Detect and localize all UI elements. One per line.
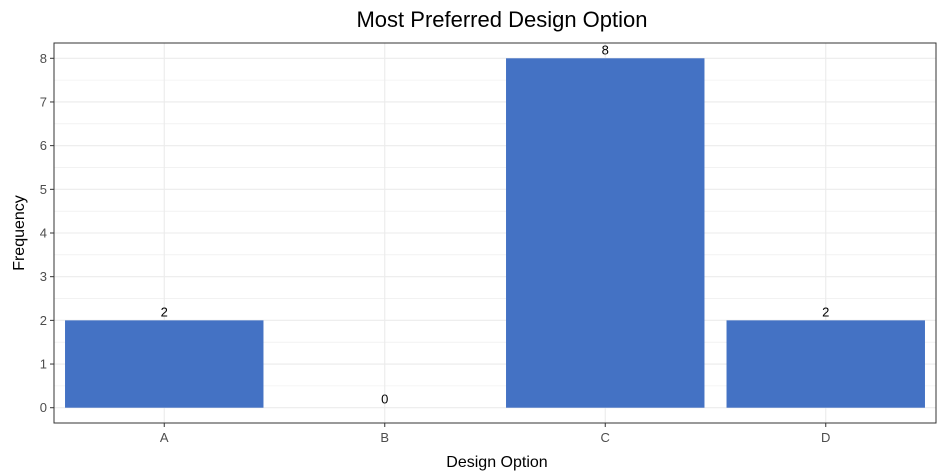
y-tick-label: 7 xyxy=(40,94,47,109)
y-tick-label: 0 xyxy=(40,400,47,415)
y-axis-title: Frequency xyxy=(11,195,28,271)
x-tick-label-c: C xyxy=(601,430,610,445)
y-tick-label: 3 xyxy=(40,269,47,284)
x-tick-label-b: B xyxy=(380,430,389,445)
y-tick-label: 4 xyxy=(40,226,47,241)
data-label-c: 8 xyxy=(602,42,609,57)
y-tick-label: 5 xyxy=(40,182,47,197)
y-tick-label: 1 xyxy=(40,357,47,372)
data-label-d: 2 xyxy=(822,304,829,319)
y-tick-label: 2 xyxy=(40,313,47,328)
data-label-a: 2 xyxy=(161,304,168,319)
x-axis-ticks: A B C D xyxy=(160,423,830,445)
y-tick-label: 6 xyxy=(40,138,47,153)
x-tick-label-a: A xyxy=(160,430,169,445)
bar-d xyxy=(726,320,925,408)
x-tick-label-d: D xyxy=(821,430,830,445)
y-axis-ticks: 0 1 2 3 4 5 6 7 8 xyxy=(40,51,54,415)
x-axis-title: Design Option xyxy=(446,454,547,471)
y-tick-label: 8 xyxy=(40,51,47,66)
data-label-b: 0 xyxy=(381,392,388,407)
bar-c xyxy=(506,58,705,408)
bars xyxy=(65,58,925,408)
bar-a xyxy=(65,320,264,408)
chart-title: Most Preferred Design Option xyxy=(356,7,647,32)
